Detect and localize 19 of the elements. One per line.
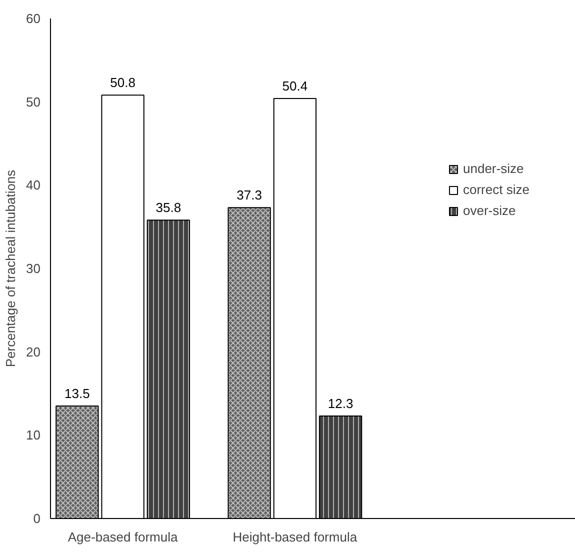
data-label: 12.3 [328, 396, 354, 411]
y-tick-label: 50 [26, 94, 41, 110]
legend-label: correct size [463, 182, 530, 197]
y-tick-label: 20 [26, 344, 41, 360]
y-tick-label: 0 [33, 511, 41, 526]
legend-label: over-size [463, 203, 516, 218]
legend-label: under-size [463, 161, 524, 176]
y-tick-label: 30 [26, 261, 41, 276]
x-tick-label: Height-based formula [232, 530, 358, 544]
y-tick-label: 10 [26, 428, 41, 443]
y-axis-title: Percentage of tracheal intubations [3, 169, 18, 368]
data-label: 37.3 [236, 188, 262, 203]
y-tick-label: 40 [26, 178, 41, 193]
data-label: 13.5 [64, 386, 90, 401]
y-tick-label: 60 [26, 11, 41, 26]
data-label: 50.8 [110, 75, 136, 90]
data-label: 35.8 [156, 200, 182, 216]
data-label: 50.4 [282, 78, 308, 94]
x-tick-label: Age-based formula [68, 530, 178, 544]
